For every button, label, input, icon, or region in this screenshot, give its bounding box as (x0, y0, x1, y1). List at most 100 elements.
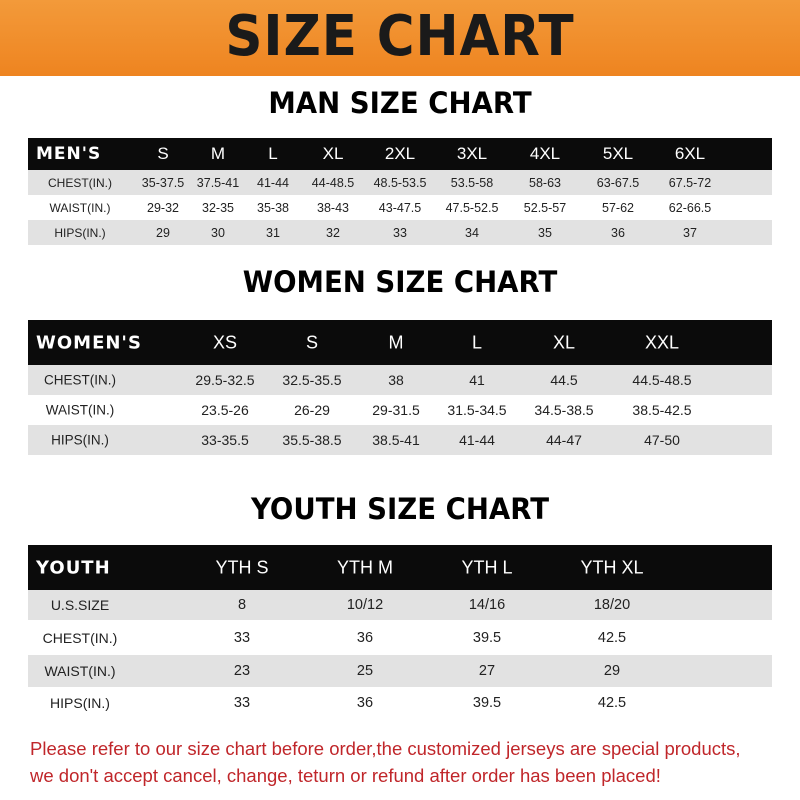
size-value: 32.5-35.5 (282, 372, 342, 388)
size-header: 4XL (529, 144, 561, 163)
order-notice: Please refer to our size chart before or… (30, 735, 780, 789)
row-label: WAIST(IN.) (49, 200, 111, 215)
size-header: L (471, 332, 483, 352)
size-value: 63-67.5 (596, 175, 640, 190)
table-row: WAIST(IN.) 23.5-26 26-29 29-31.5 31.5-34.5 34… (28, 395, 772, 425)
row-label: WAIST(IN.) (44, 663, 116, 679)
row-label: CHEST(IN.) (48, 175, 112, 190)
size-value: 38.5-42.5 (632, 402, 692, 418)
women-size-table: WOMEN'S XS S M L XL XXL CHEST(IN.) 29.5-32.5 32.5… (28, 320, 772, 455)
size-header: YTH L (461, 557, 513, 577)
table-row: HIPS(IN.) 29 30 31 32 33 34 35 36 37 (28, 220, 772, 245)
size-value: 58-63 (529, 175, 561, 190)
size-value: 29-31.5 (372, 402, 420, 418)
youth-chart-title: YOUTH SIZE CHART (250, 492, 550, 526)
header-row: YOUTH YTH S YTH M YTH L YTH XL (28, 545, 772, 590)
banner-title: SIZE CHART (225, 4, 575, 69)
size-value: 41 (469, 372, 485, 388)
size-header: S (157, 144, 169, 163)
table-row: U.S.SIZE 8 10/12 14/16 18/20 (28, 590, 772, 620)
size-header: XL (552, 332, 576, 352)
size-header: XL (322, 144, 344, 163)
men-chart-title: MAN SIZE CHART (268, 86, 532, 120)
size-value: 47-50 (644, 432, 680, 448)
size-value: 36 (611, 225, 625, 240)
size-value: 36 (356, 694, 374, 711)
table-row: WAIST(IN.) 29-32 32-35 35-38 38-43 43-47.5 47.… (28, 195, 772, 220)
size-value: 52.5-57 (523, 200, 567, 215)
size-value: 29 (603, 663, 621, 679)
size-value: 33 (393, 225, 407, 240)
size-value: 41-44 (459, 432, 495, 448)
row-label: WAIST(IN.) (45, 402, 115, 418)
size-value: 35.5-38.5 (282, 432, 342, 448)
size-value: 33-35.5 (201, 432, 249, 448)
table-row: WAIST(IN.) 23 25 27 29 (28, 655, 772, 687)
size-value: 62-66.5 (668, 200, 712, 215)
header-row: WOMEN'S XS S M L XL XXL (28, 320, 772, 365)
size-value: 44.5-48.5 (632, 372, 692, 388)
header-row: MEN'S S M L XL 2XL 3XL 4XL 5XL 6XL (28, 138, 772, 170)
size-value: 33 (233, 629, 251, 646)
size-value: 32 (326, 225, 340, 240)
size-header: L (268, 144, 278, 163)
size-header: S (305, 332, 319, 352)
size-value: 42.5 (597, 629, 627, 646)
size-value: 41-44 (257, 175, 289, 190)
size-value: 10/12 (346, 597, 384, 613)
size-value: 25 (356, 663, 374, 679)
size-value: 35 (538, 225, 552, 240)
size-header: YTH S (215, 557, 269, 577)
size-value: 26-29 (294, 402, 330, 418)
women-chart-title: WOMEN SIZE CHART (242, 265, 558, 299)
size-value: 37 (683, 225, 697, 240)
size-value: 29.5-32.5 (195, 372, 255, 388)
size-value: 42.5 (597, 694, 627, 711)
size-value: 44-47 (546, 432, 582, 448)
size-value: 57-62 (602, 200, 634, 215)
size-value: 27 (478, 663, 496, 679)
notice-line-2: we don't accept cancel, change, teturn o… (30, 765, 661, 786)
size-header: M (210, 144, 226, 163)
size-header: XXL (644, 332, 680, 352)
size-value: 35-37.5 (141, 175, 185, 190)
size-value: 48.5-53.5 (373, 175, 427, 190)
size-value: 44.5 (550, 372, 578, 388)
table-heading: YOUTH (36, 557, 111, 578)
size-value: 67.5-72 (668, 175, 712, 190)
size-value: 18/20 (593, 597, 631, 613)
table-heading: MEN'S (36, 144, 102, 164)
size-value: 31 (266, 225, 280, 240)
size-value: 33 (233, 694, 251, 711)
table-heading: WOMEN'S (36, 332, 142, 353)
size-value: 29 (156, 225, 170, 240)
table-row: HIPS(IN.) 33 36 39.5 42.5 (28, 687, 772, 718)
size-value: 30 (211, 225, 225, 240)
size-value: 23 (233, 663, 251, 679)
row-label: HIPS(IN.) (54, 225, 106, 240)
row-label: U.S.SIZE (50, 597, 110, 613)
size-value: 43-47.5 (378, 200, 422, 215)
size-value: 34 (465, 225, 479, 240)
size-value: 29-32 (147, 200, 179, 215)
size-value: 35-38 (257, 200, 289, 215)
size-value: 39.5 (472, 629, 502, 646)
size-header: 2XL (384, 144, 416, 163)
header-banner: SIZE CHART (0, 0, 800, 76)
size-header: YTH M (337, 557, 393, 577)
table-row: HIPS(IN.) 33-35.5 35.5-38.5 38.5-41 41-44 44-… (28, 425, 772, 455)
size-header: 5XL (602, 144, 634, 163)
row-label: HIPS(IN.) (50, 694, 110, 711)
size-header: 3XL (456, 144, 488, 163)
table-row: CHEST(IN.) 33 36 39.5 42.5 (28, 620, 772, 655)
size-header: 6XL (674, 144, 706, 163)
size-value: 23.5-26 (201, 402, 249, 418)
size-header: YTH XL (580, 557, 644, 577)
size-value: 53.5-58 (450, 175, 494, 190)
size-value: 31.5-34.5 (447, 402, 507, 418)
row-label: CHEST(IN.) (42, 629, 118, 646)
size-value: 8 (237, 597, 247, 613)
size-value: 44-48.5 (311, 175, 355, 190)
youth-size-table: YOUTH YTH S YTH M YTH L YTH XL U.S.SIZE 8 10/12… (28, 545, 772, 718)
size-value: 32-35 (202, 200, 234, 215)
